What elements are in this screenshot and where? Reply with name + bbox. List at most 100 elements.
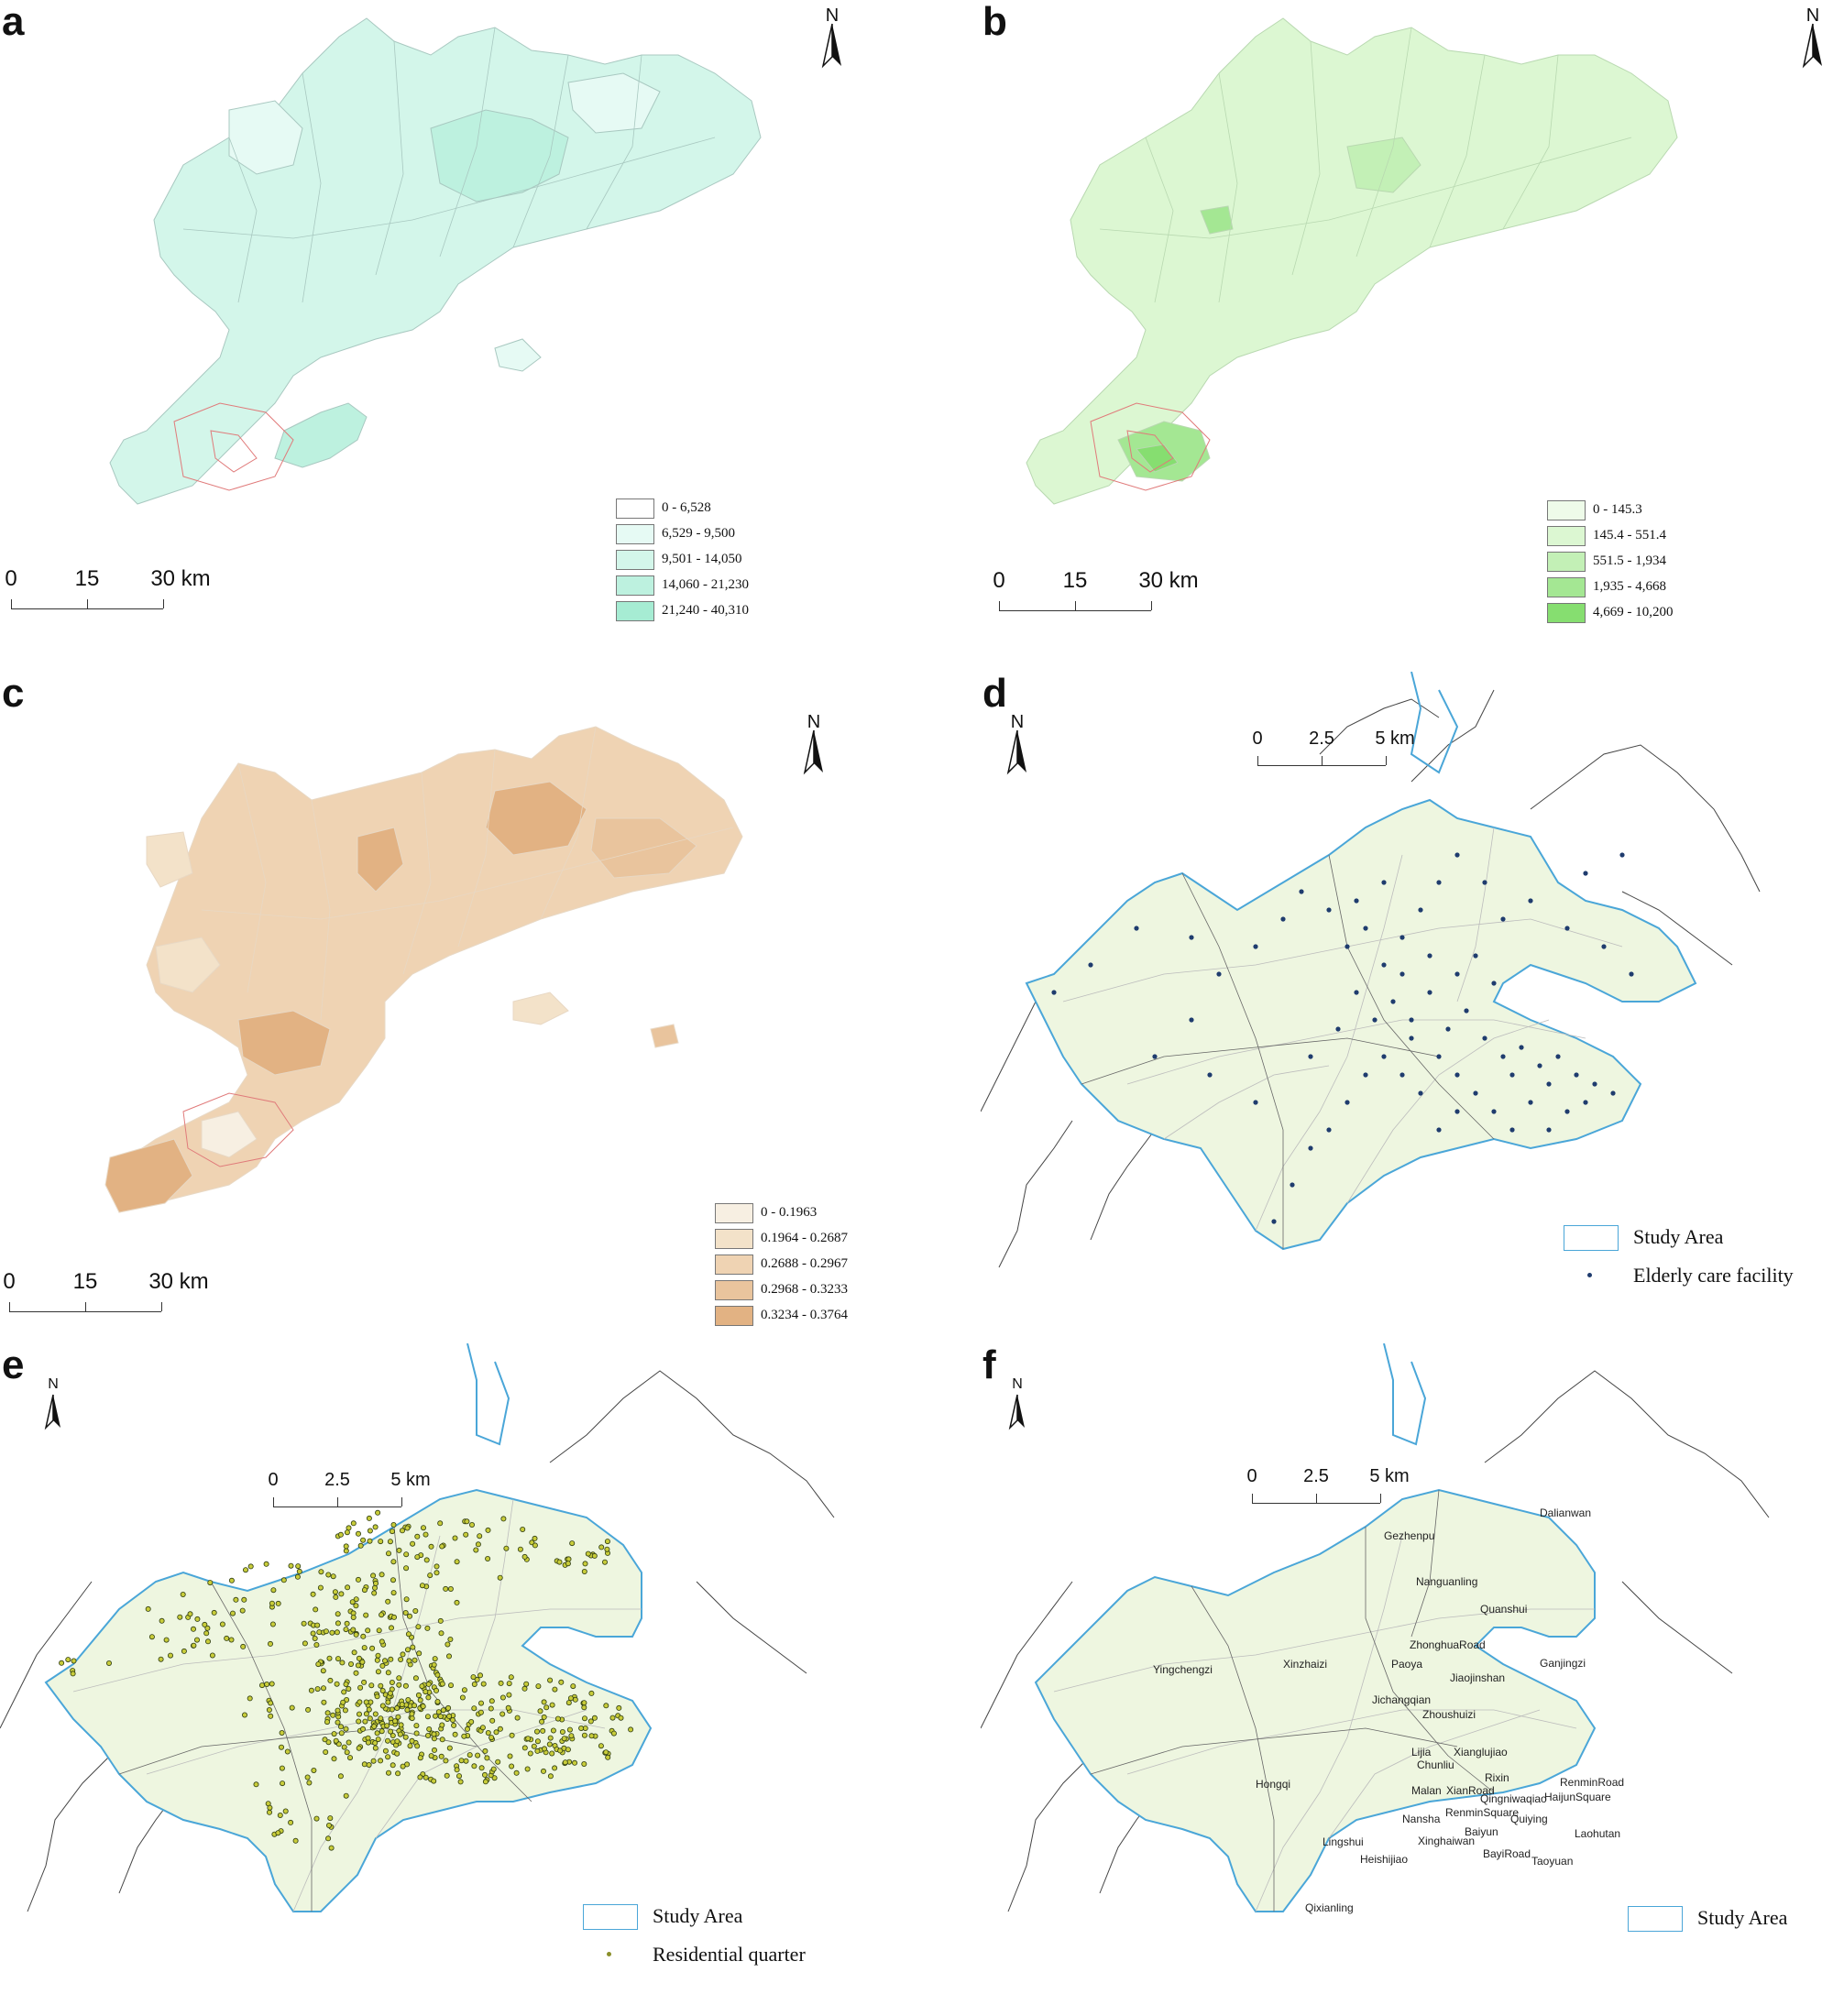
- residential-quarter-marker: [471, 1681, 477, 1687]
- residential-quarter-marker: [565, 1561, 571, 1567]
- residential-quarter-marker: [202, 1621, 208, 1627]
- residential-quarter-marker: [585, 1550, 591, 1557]
- legend-label: 0 - 6,528: [662, 500, 711, 515]
- residential-quarter-marker: [547, 1735, 554, 1741]
- scale-tick: [9, 1302, 10, 1311]
- residential-quarter-marker: [356, 1655, 362, 1661]
- admin-boundaries: [1099, 27, 1632, 303]
- residential-quarter-marker: [477, 1672, 484, 1679]
- residential-quarter-marker: [378, 1682, 384, 1689]
- residential-quarter-marker: [390, 1614, 397, 1620]
- urban-districts: [182, 1092, 294, 1167]
- residential-quarter-marker: [482, 1748, 488, 1754]
- residential-quarter-marker: [478, 1765, 485, 1771]
- residential-quarter-marker: [353, 1603, 359, 1609]
- residential-quarter-marker: [338, 1591, 345, 1597]
- residential-quarter-marker: [239, 1607, 246, 1614]
- scale-tick: [1151, 601, 1152, 610]
- residential-quarter-marker: [335, 1656, 341, 1662]
- residential-quarter-marker: [404, 1647, 411, 1653]
- residential-quarter-marker: [211, 1609, 217, 1616]
- place-label: Nansha: [1402, 1813, 1441, 1825]
- place-label: Zhoushuizi: [1422, 1708, 1476, 1721]
- residential-quarter-marker: [616, 1704, 622, 1711]
- residential-quarter-marker: [598, 1544, 605, 1550]
- residential-quarter-marker: [388, 1656, 394, 1662]
- residential-quarter-marker: [534, 1748, 541, 1754]
- panel-label: b: [982, 0, 1007, 44]
- legend-swatch: [715, 1203, 753, 1223]
- place-label: Qixianling: [1305, 1901, 1354, 1914]
- residential-quarter-marker: [618, 1715, 624, 1721]
- residential-quarter-marker: [332, 1589, 338, 1595]
- north-arrow-icon: [821, 23, 841, 69]
- residential-quarter-marker: [335, 1707, 341, 1714]
- legend-label: 0 - 145.3: [1593, 502, 1642, 517]
- residential-quarter-marker: [324, 1710, 331, 1716]
- residential-quarter-marker: [490, 1766, 497, 1772]
- residential-quarter-marker: [403, 1565, 410, 1572]
- residential-quarter-marker: [521, 1685, 528, 1692]
- legend-label: Residential quarter: [653, 1943, 806, 1966]
- residential-quarter-marker: [469, 1521, 476, 1528]
- urban-districts: [173, 402, 294, 491]
- residential-quarter-marker: [340, 1699, 346, 1705]
- residential-quarter-marker: [330, 1712, 336, 1718]
- residential-quarter-marker: [385, 1754, 391, 1760]
- residential-quarter-marker: [368, 1682, 375, 1689]
- residential-quarter-marker: [355, 1662, 361, 1669]
- residential-quarter-marker: [337, 1531, 344, 1538]
- residential-quarter-marker: [384, 1723, 390, 1729]
- residential-quarter-marker: [301, 1620, 307, 1627]
- residential-quarter-marker: [482, 1771, 488, 1778]
- residential-quarter-marker: [414, 1743, 421, 1749]
- residential-quarter-marker: [449, 1716, 456, 1723]
- residential-quarter-marker: [509, 1732, 515, 1738]
- residential-quarter-marker: [329, 1629, 335, 1636]
- residential-quarter-marker: [367, 1538, 373, 1544]
- residential-quarter-marker: [524, 1766, 531, 1772]
- residential-quarter-marker: [513, 1769, 520, 1776]
- residential-quarter-marker: [604, 1546, 610, 1552]
- place-label: Jichangqian: [1372, 1693, 1432, 1706]
- residential-quarter-marker: [263, 1561, 269, 1567]
- residential-quarter-marker: [461, 1687, 467, 1693]
- residential-quarter-marker: [557, 1748, 564, 1754]
- residential-quarter-marker: [416, 1650, 423, 1657]
- residential-quarter-marker: [581, 1760, 587, 1767]
- residential-quarter-marker: [479, 1725, 486, 1731]
- residential-quarter-marker: [344, 1620, 350, 1627]
- residential-quarter-marker: [473, 1547, 479, 1553]
- panel-c: c N 0 15 30 km: [0, 672, 916, 1343]
- residential-quarter-marker: [317, 1584, 324, 1591]
- residential-quarter-marker: [582, 1561, 588, 1567]
- legend-swatch: [616, 550, 654, 570]
- outer-boundaries: [0, 1370, 835, 1912]
- residential-quarter-marker: [288, 1819, 294, 1825]
- residential-quarter-marker: [552, 1765, 558, 1771]
- residential-quarter-marker: [187, 1611, 193, 1617]
- scale-tick: [11, 599, 12, 608]
- residential-quarter-marker: [413, 1730, 420, 1737]
- residential-quarter-marker: [302, 1640, 308, 1647]
- residential-quarter-marker: [427, 1572, 434, 1579]
- residential-quarter-marker: [148, 1634, 155, 1640]
- residential-quarter-marker: [372, 1524, 379, 1530]
- residential-quarter-marker: [350, 1614, 357, 1620]
- residential-quarter-marker: [399, 1528, 405, 1534]
- residential-quarter-marker: [342, 1707, 348, 1714]
- scale-tick: [401, 1497, 402, 1507]
- north-arrow: N: [814, 5, 851, 73]
- residential-quarter-marker: [292, 1837, 299, 1844]
- scale-line: [999, 610, 1151, 611]
- residential-quarter-marker: [233, 1596, 239, 1603]
- residential-quarter-marker: [379, 1728, 385, 1735]
- residential-quarter-marker: [241, 1712, 247, 1718]
- residential-quarter-marker: [466, 1752, 473, 1759]
- residential-quarter-marker: [509, 1763, 515, 1769]
- legend-swatch: [616, 499, 654, 519]
- residential-quarter-marker: [581, 1704, 587, 1711]
- place-label: Chunliu: [1417, 1759, 1454, 1771]
- residential-quarter-marker: [311, 1767, 317, 1773]
- place-label: RenminSquare: [1445, 1806, 1520, 1819]
